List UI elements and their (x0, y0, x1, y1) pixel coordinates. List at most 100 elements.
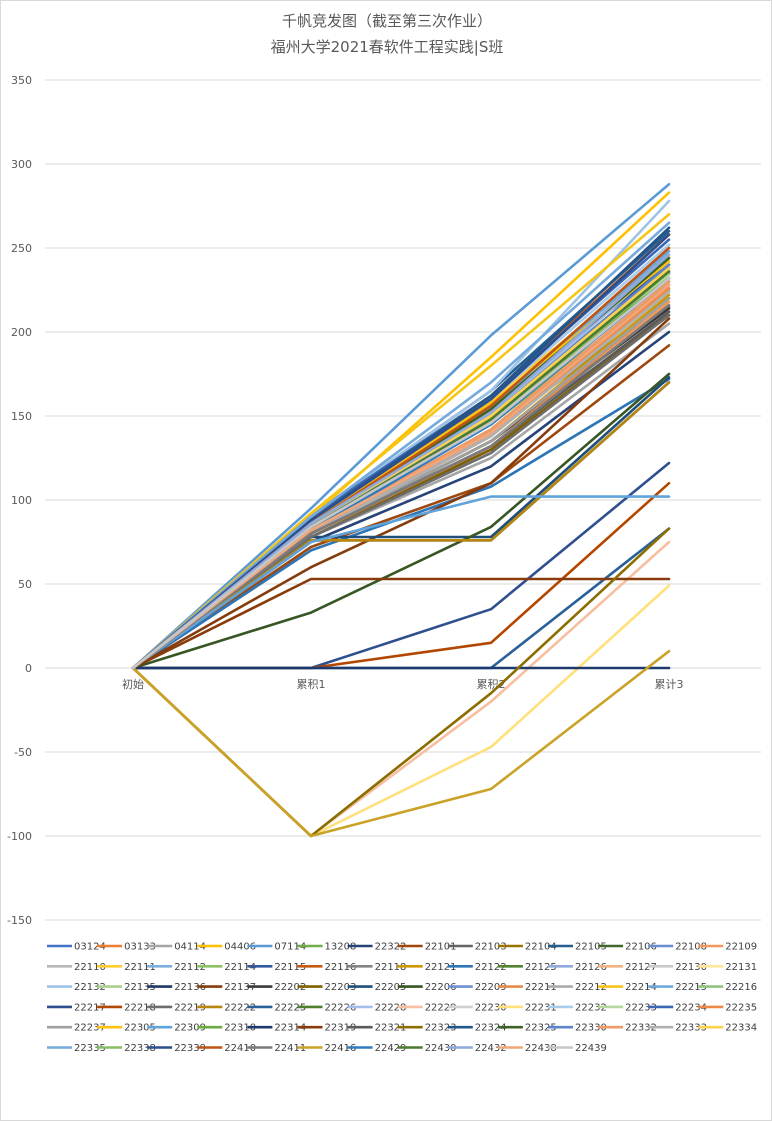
series-line-22439 (131, 276, 671, 670)
legend-label-22109: 22109 (725, 942, 757, 953)
legend-label-22321: 22321 (375, 1023, 407, 1034)
series-line-22137 (131, 317, 671, 670)
legend-label-22101: 22101 (425, 942, 457, 953)
y-tick-label: 350 (11, 74, 32, 87)
legend-label-22438: 22438 (525, 1043, 557, 1054)
legend-label-22118: 22118 (375, 962, 407, 973)
legend-label-22209: 22209 (475, 982, 507, 993)
legend-label-22430: 22430 (425, 1043, 457, 1054)
y-tick-label: 50 (18, 578, 32, 591)
legend-label-22105: 22105 (575, 942, 607, 953)
y-tick-label: 200 (11, 326, 32, 339)
x-tick-label: 初始 (122, 677, 144, 691)
legend-label-22309: 22309 (174, 1023, 206, 1034)
y-tick-label: -150 (7, 914, 32, 927)
legend-label-22112: 22112 (174, 962, 206, 973)
legend-label-22212: 22212 (575, 982, 607, 993)
legend-label-22305: 22305 (124, 1023, 156, 1034)
series-layer (131, 182, 671, 838)
legend-label-22114: 22114 (224, 962, 256, 973)
legend-label-22314: 22314 (274, 1023, 306, 1034)
legend-label-22230: 22230 (475, 1002, 507, 1013)
legend-label-22104: 22104 (525, 942, 557, 953)
legend-label-22229: 22229 (425, 1002, 457, 1013)
legend-label-22132: 22132 (74, 982, 106, 993)
legend-label-22335: 22335 (74, 1043, 106, 1054)
series-line-22101 (131, 344, 671, 670)
legend-label-22219: 22219 (174, 1002, 206, 1013)
legend-label-22108: 22108 (675, 942, 707, 953)
legend-label-22226: 22226 (325, 1002, 357, 1013)
legend-label-22115: 22115 (274, 962, 306, 973)
legend-label-22211: 22211 (525, 982, 557, 993)
chart-title: 千帆竞发图（截至第三次作业） (282, 12, 492, 30)
legend-label-22126: 22126 (575, 962, 607, 973)
legend-label-04406: 04406 (224, 942, 256, 953)
legend-label-22202: 22202 (274, 982, 306, 993)
legend-label-22222: 22222 (224, 1002, 256, 1013)
legend-label-22218: 22218 (124, 1002, 156, 1013)
legend-label-22333: 22333 (675, 1023, 707, 1034)
legend-label-22234: 22234 (675, 1002, 707, 1013)
legend-label-22110: 22110 (74, 962, 106, 973)
legend-label-22106: 22106 (625, 942, 657, 953)
series-line-22319 (131, 577, 671, 670)
series-line-22309 (131, 495, 671, 670)
x-tick-label: 累计3 (655, 678, 684, 691)
legend-label-22416: 22416 (325, 1043, 357, 1054)
legend-label-13208: 13208 (325, 942, 357, 953)
legend-label-22439: 22439 (575, 1043, 607, 1054)
y-tick-label: 100 (11, 494, 32, 507)
legend-label-22324: 22324 (475, 1023, 507, 1034)
legend-label-22136: 22136 (174, 982, 206, 993)
series-line-22416 (131, 649, 671, 838)
legend-label-22205: 22205 (375, 982, 407, 993)
legend-label-22235: 22235 (725, 1002, 757, 1013)
legend-label-22121: 22121 (425, 962, 457, 973)
legend-label-22322: 22322 (375, 942, 407, 953)
legend-label-22334: 22334 (725, 1023, 757, 1034)
x-axis: 初始 累积1 累积2 累计3 (122, 677, 684, 691)
legend-label-22214: 22214 (625, 982, 657, 993)
legend-label-22127: 22127 (625, 962, 657, 973)
legend-label-22338: 22338 (124, 1043, 156, 1054)
legend-label-04114: 04114 (174, 942, 206, 953)
legend-label-22411: 22411 (274, 1043, 306, 1054)
legend-label-22310: 22310 (224, 1023, 256, 1034)
legend-label-22217: 22217 (74, 1002, 106, 1013)
x-tick-label: 累积1 (297, 678, 326, 691)
legend-label-22125: 22125 (525, 962, 557, 973)
legend-label-22216: 22216 (725, 982, 757, 993)
legend-label-22137: 22137 (224, 982, 256, 993)
legend-label-22323: 22323 (425, 1023, 457, 1034)
legend-label-22429: 22429 (375, 1043, 407, 1054)
series-line-22219 (131, 313, 671, 670)
grid-layer (45, 79, 761, 921)
legend-label-22330: 22330 (575, 1023, 607, 1034)
legend-label-22111: 22111 (124, 962, 156, 973)
series-line-22411 (131, 303, 671, 670)
y-tick-label: 250 (11, 242, 32, 255)
y-tick-label: -100 (7, 830, 32, 843)
legend-label-22232: 22232 (575, 1002, 607, 1013)
series-line-22206 (131, 372, 671, 670)
legend-label-22131: 22131 (725, 962, 757, 973)
legend-label-22116: 22116 (325, 962, 357, 973)
legend-label-07114: 07114 (274, 942, 306, 953)
legend-label-22206: 22206 (425, 982, 457, 993)
legend-label-22135: 22135 (124, 982, 156, 993)
legend-label-22231: 22231 (525, 1002, 557, 1013)
legend-label-22130: 22130 (675, 962, 707, 973)
legend-label-22319: 22319 (325, 1023, 357, 1034)
y-tick-label: -50 (14, 746, 32, 759)
legend-label-22215: 22215 (675, 982, 707, 993)
series-line-22323 (131, 527, 671, 838)
legend: 03124 03133 04114 04406 07114 13208 22322 22101… (47, 942, 757, 1054)
legend-label-22332: 22332 (625, 1023, 657, 1034)
series-line-07114 (131, 182, 671, 670)
legend-label-22122: 22122 (475, 962, 507, 973)
legend-label-03124: 03124 (74, 942, 106, 953)
series-line-22218 (131, 481, 671, 670)
